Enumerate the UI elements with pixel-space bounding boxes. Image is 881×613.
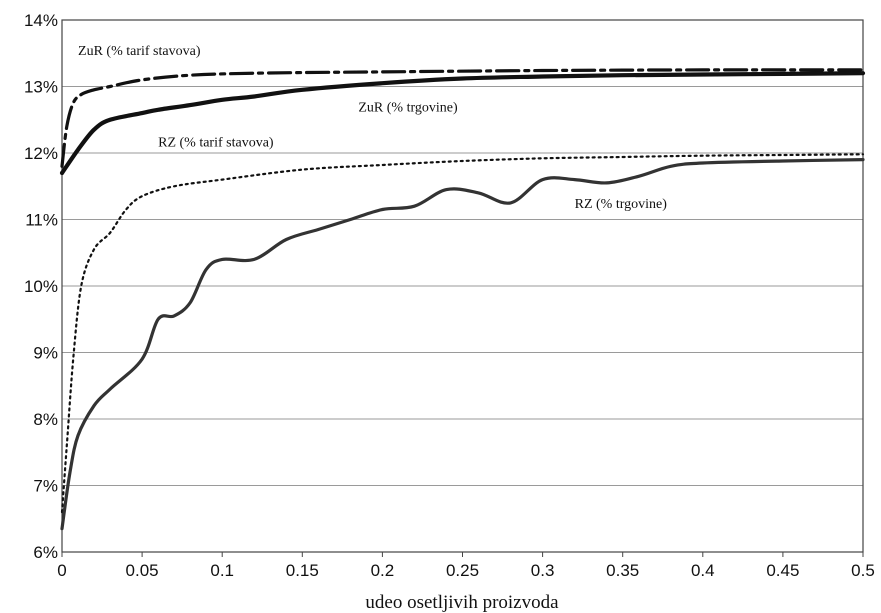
y-tick-label: 9% <box>33 344 58 363</box>
series-line-2 <box>59 71 866 176</box>
y-tick-label: 6% <box>33 543 58 562</box>
y-tick-label: 7% <box>33 477 58 496</box>
x-tick-label: 0.35 <box>606 561 639 580</box>
series-annotation-2: ZuR (% trgovine) <box>358 100 458 115</box>
y-axis-ticks: 6% 7% 8% 9% 10% 11% 12% 13% 14% <box>24 11 58 562</box>
series-line-1 <box>60 68 865 168</box>
x-tick-label: 0.45 <box>766 561 799 580</box>
y-tick-label: 11% <box>25 211 58 230</box>
y-tick-label: 8% <box>33 410 58 429</box>
x-tick-label: 0.4 <box>691 561 715 580</box>
y-tick-label: 10% <box>24 277 58 296</box>
x-axis-label: udeo osetljivih proizvoda <box>365 592 559 613</box>
x-tick-label: 0.3 <box>531 561 555 580</box>
x-tick-label: 0.2 <box>371 561 395 580</box>
x-tick-label: 0 <box>57 561 66 580</box>
series-line-3 <box>60 153 865 514</box>
series-annotation-3: RZ (% tarif stavova) <box>158 136 274 151</box>
series-line-4 <box>60 158 865 531</box>
y-tick-label: 12% <box>24 144 58 163</box>
x-tick-label: 0.5 <box>851 561 875 580</box>
x-tick-label: 0.15 <box>286 561 319 580</box>
series-lines <box>59 68 866 531</box>
gridlines <box>62 86 863 486</box>
series-annotations: ZuR (% tarif stavova) ZuR (% trgovine) RZ … <box>78 44 667 212</box>
series-annotation-1: ZuR (% tarif stavova) <box>78 44 201 59</box>
y-tick-label: 14% <box>24 11 58 30</box>
x-tick-label: 0.25 <box>446 561 479 580</box>
x-axis-ticks: 0 0.05 0.1 0.15 0.2 0.25 0.3 0.35 0.4 0.45 0.5 <box>57 552 875 580</box>
series-annotation-4: RZ (% trgovine) <box>575 197 668 212</box>
x-tick-label: 0.1 <box>210 561 234 580</box>
y-tick-label: 13% <box>24 78 58 97</box>
x-tick-label: 0.05 <box>126 561 159 580</box>
